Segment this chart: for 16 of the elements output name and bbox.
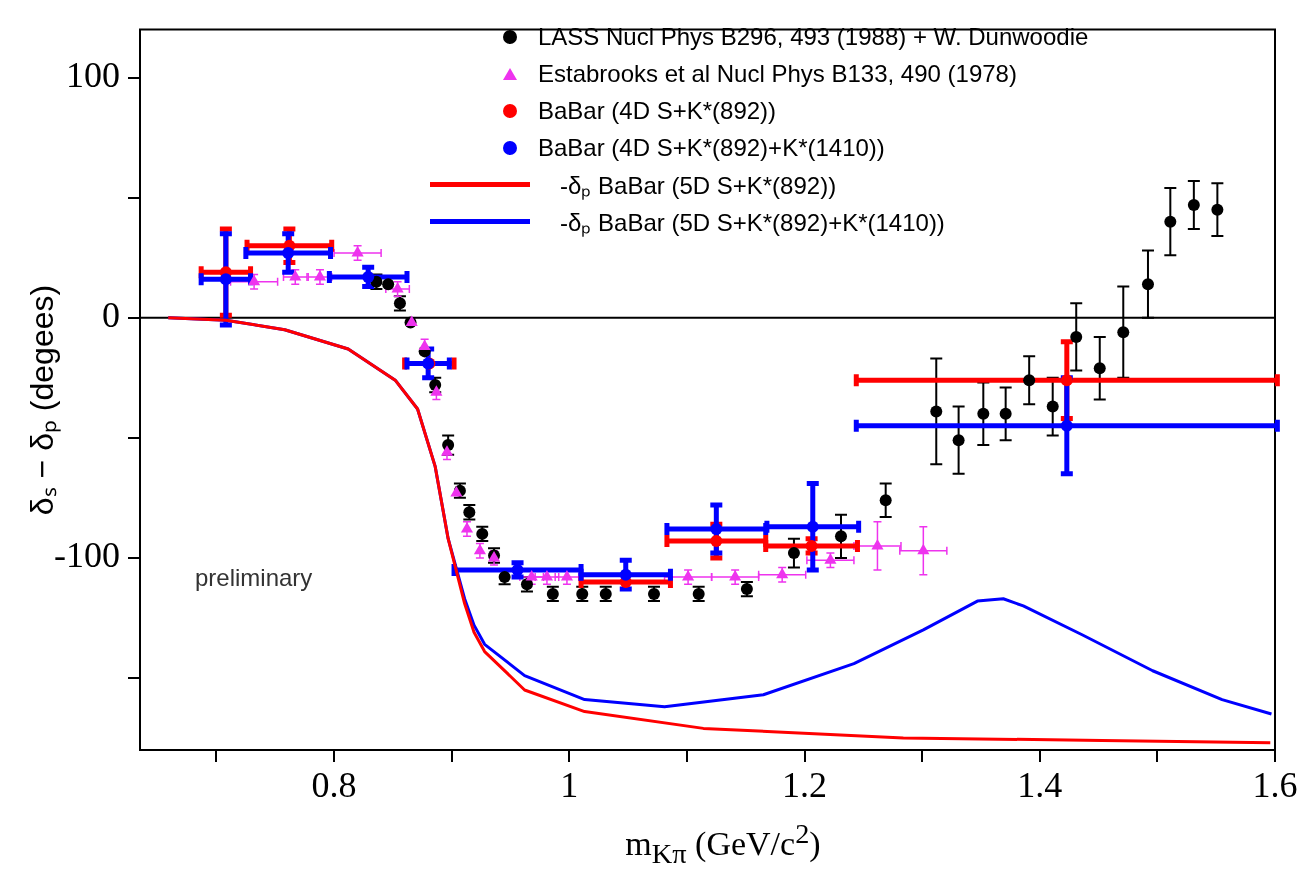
x-tick-label: 1.2 (782, 765, 828, 806)
x-axis-title: m$_{Kπ}$ (GeV/c$^{2}$) (624, 818, 822, 869)
x-tick-label: 1.6 (1252, 765, 1298, 806)
y-axis-title: δₛ − δₚ (degees) (22, 284, 62, 516)
y-tick-label: 100 (66, 55, 120, 96)
y-tick-label: -100 (54, 535, 120, 576)
legend-label: -δₚ BaBar (5D S+K*(892)+K*(1410)) (560, 208, 945, 238)
legend-label: Estabrooks et al Nucl Phys B133, 490 (1978) (538, 59, 1017, 88)
legend-label: BaBar (4D S+K*(892)+K*(1410)) (538, 133, 885, 162)
legend-label: -δₚ BaBar (5D S+K*(892)) (560, 171, 837, 201)
x-tick-label: 0.8 (311, 765, 357, 806)
x-tick-label: 1.4 (1017, 765, 1063, 806)
legend-label: BaBar (4D S+K*(892)) (538, 96, 777, 125)
x-tick-label: 1 (560, 765, 579, 806)
annotation: preliminary (195, 564, 313, 592)
y-tick-label: 0 (102, 295, 120, 336)
